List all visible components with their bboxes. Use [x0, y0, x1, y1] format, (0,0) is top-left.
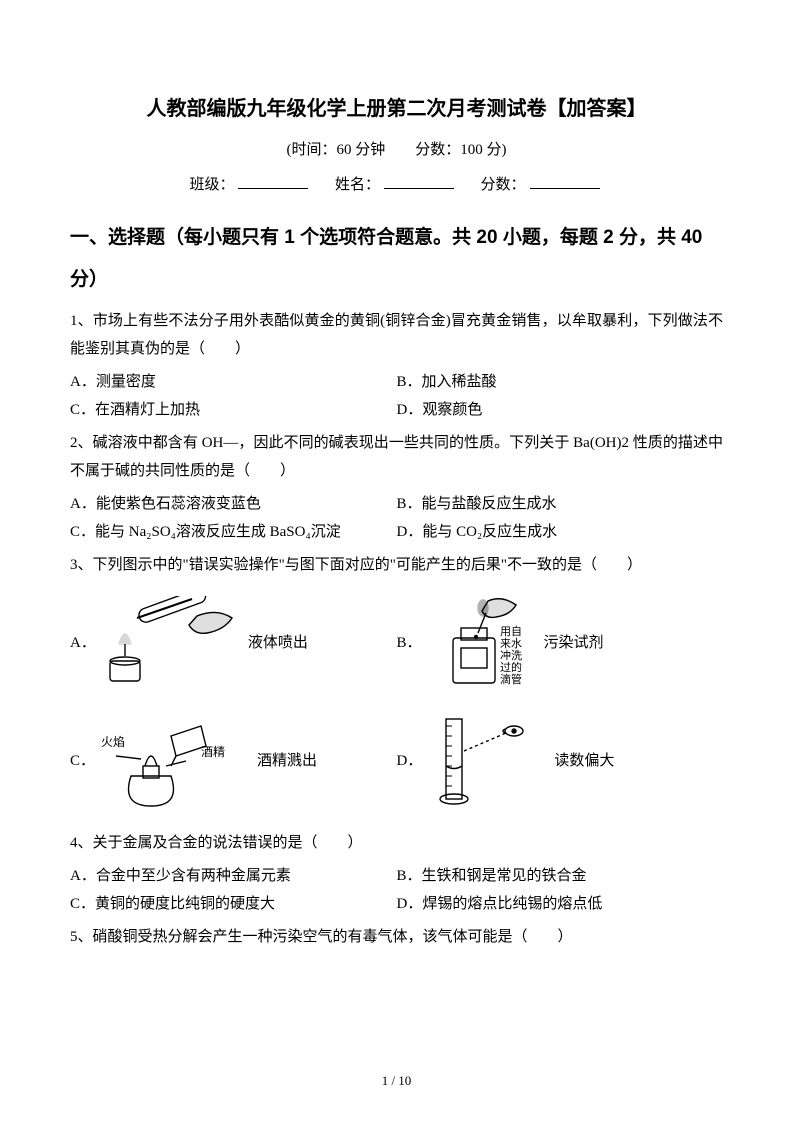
q3-B-label: B． [397, 629, 422, 658]
q1-options: A．测量密度 B．加入稀盐酸 C．在酒精灯上加热 D．观察颜色 [70, 368, 723, 425]
svg-text:滴管: 滴管 [500, 672, 522, 686]
q3-A-caption: 液体喷出 [248, 629, 308, 658]
q3-A-label: A． [70, 629, 96, 658]
page-number: 1 / 10 [0, 1069, 793, 1094]
q5-stem: 5、硝酸铜受热分解会产生一种污染空气的有毒气体，该气体可能是（ ） [70, 923, 723, 952]
score-label: 分数： [481, 177, 526, 193]
q1-optA: A．测量密度 [70, 368, 397, 397]
q3-figB: B． 用自 来水 冲洗 过的 滴管 污染试剂 [397, 593, 724, 693]
svg-text:来水: 来水 [500, 637, 522, 650]
q1-stem: 1、市场上有些不法分子用外表酷似黄金的黄铜(铜锌合金)冒充黄金销售，以牟取暴利，… [70, 307, 723, 364]
q4-options: A．合金中至少含有两种金属元素 B．生铁和钢是常见的铁合金 C．黄铜的硬度比纯铜… [70, 862, 723, 919]
q2-optD: D．能与 CO₂反应生成水 [397, 518, 724, 547]
score-blank [530, 173, 600, 189]
q3-figD: D． [397, 711, 724, 811]
q3-figA: A． 液体喷出 [70, 596, 397, 691]
cylinder-reading-icon [428, 711, 548, 811]
q3-C-label: C． [70, 747, 95, 776]
q3-C-alcohol: 酒精 [201, 745, 225, 759]
q1-optC: C．在酒精灯上加热 [70, 396, 397, 425]
q3-C-caption: 酒精溅出 [257, 747, 317, 776]
q2-optA: A．能使紫色石蕊溶液变蓝色 [70, 490, 397, 519]
q3-D-caption: 读数偏大 [554, 747, 614, 776]
q4-stem: 4、关于金属及合金的说法错误的是（ ） [70, 829, 723, 858]
q3-B-caption: 污染试剂 [544, 629, 604, 658]
q3-B-anno: 用自 [500, 625, 522, 638]
tube-heating-icon [102, 596, 242, 691]
q2-optB: B．能与盐酸反应生成水 [397, 490, 724, 519]
name-label: 姓名： [335, 177, 380, 193]
name-blank [384, 173, 454, 189]
svg-text:冲洗: 冲洗 [500, 648, 522, 662]
dropper-bottle-icon: 用自 来水 冲洗 过的 滴管 [428, 593, 538, 693]
q2-optC: C．能与 Na₂SO₄溶液反应生成 BaSO₄沉淀 [70, 518, 397, 547]
q3-stem: 3、下列图示中的"错误实验操作"与图下面对应的"可能产生的后果"不一致的是（ ） [70, 551, 723, 580]
q4-optA: A．合金中至少含有两种金属元素 [70, 862, 397, 891]
q1-optB: B．加入稀盐酸 [397, 368, 724, 397]
subtitle: (时间：60 分钟 分数：100 分) [70, 136, 723, 165]
section-1-heading: 一、选择题（每小题只有 1 个选项符合题意。共 20 小题，每题 2 分，共 4… [70, 217, 723, 301]
q2-stem: 2、碱溶液中都含有 OH—，因此不同的碱表现出一些共同的性质。下列关于 Ba(O… [70, 429, 723, 486]
q4-optB: B．生铁和钢是常见的铁合金 [397, 862, 724, 891]
page: 人教部编版九年级化学上册第二次月考测试卷【加答案】 (时间：60 分钟 分数：1… [0, 0, 793, 1122]
q3-figC: C． 火焰 酒精 酒精溅出 [70, 711, 397, 811]
alcohol-lamp-icon: 火焰 酒精 [101, 711, 251, 811]
q3-C-flame: 火焰 [101, 734, 125, 749]
q3-D-label: D． [397, 747, 423, 776]
q2-options: A．能使紫色石蕊溶液变蓝色 B．能与盐酸反应生成水 C．能与 Na₂SO₄溶液反… [70, 490, 723, 547]
class-blank [238, 173, 308, 189]
q4-optD: D．焊锡的熔点比纯锡的熔点低 [397, 890, 724, 919]
q4-optC: C．黄铜的硬度比纯铜的硬度大 [70, 890, 397, 919]
svg-text:过的: 过的 [500, 660, 522, 674]
q3-row2: C． 火焰 酒精 酒精溅出 D． [70, 711, 723, 811]
class-label: 班级： [189, 177, 234, 193]
title: 人教部编版九年级化学上册第二次月考测试卷【加答案】 [70, 90, 723, 128]
q3-row1: A． 液体喷出 B． [70, 593, 723, 693]
info-line: 班级： 姓名： 分数： [70, 171, 723, 200]
q1-optD: D．观察颜色 [397, 396, 724, 425]
